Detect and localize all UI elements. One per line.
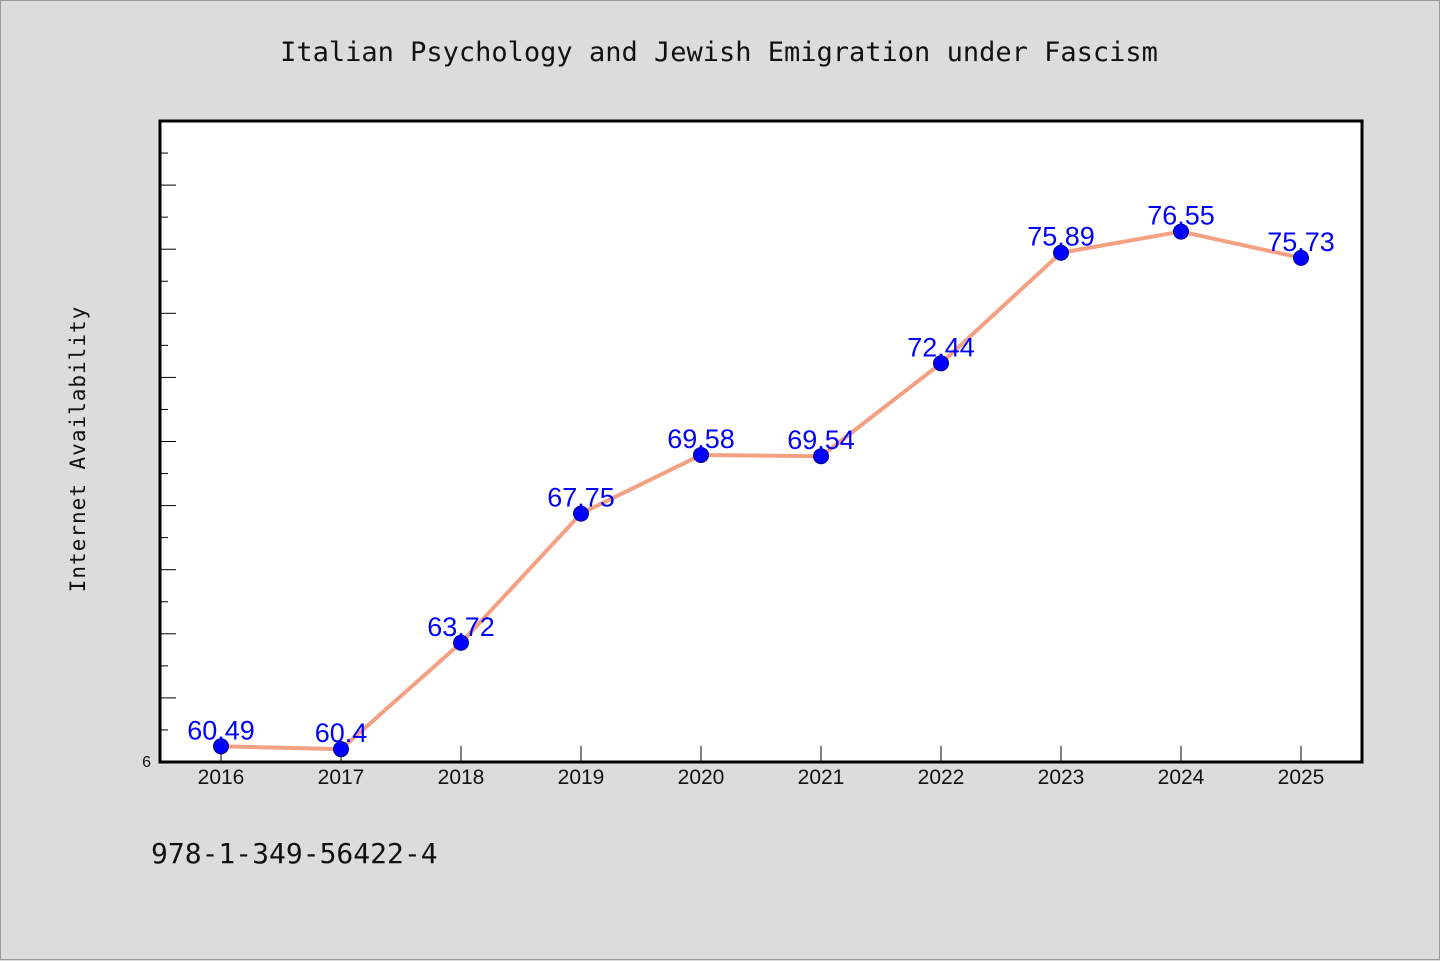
y-tick-label: 6 — [142, 754, 151, 771]
x-tick-label: 2022 — [918, 766, 965, 789]
data-label: 60.4 — [315, 718, 368, 748]
marker-layer — [213, 223, 1309, 758]
data-label: 63.72 — [427, 612, 495, 642]
x-tick-label: 2017 — [318, 766, 365, 789]
data-point-marker — [693, 446, 709, 463]
y-axis-ticks: 6 — [142, 152, 176, 771]
data-label: 76.55 — [1147, 201, 1215, 231]
data-point-marker — [333, 741, 349, 758]
x-tick-label: 2018 — [438, 766, 485, 789]
data-point-marker — [213, 738, 229, 755]
x-tick-label: 2025 — [1278, 766, 1325, 789]
x-tick-label: 2016 — [198, 766, 245, 789]
data-label: 75.89 — [1027, 222, 1095, 252]
series-layer — [219, 229, 1303, 752]
y-axis-label: Internet Availability — [66, 306, 90, 593]
x-tick-label: 2024 — [1158, 766, 1205, 789]
data-label: 60.49 — [187, 715, 255, 745]
x-tick-label: 2021 — [798, 766, 845, 789]
data-point-marker — [1053, 244, 1069, 261]
data-label: 67.75 — [547, 483, 615, 513]
series-line — [219, 229, 1303, 752]
x-tick-label: 2023 — [1038, 766, 1085, 789]
data-label: 69.58 — [667, 424, 735, 454]
data-point-marker — [813, 448, 829, 465]
data-point-marker — [573, 505, 589, 522]
data-point-marker — [453, 634, 469, 651]
chart-title: Italian Psychology and Jewish Emigration… — [280, 37, 1158, 68]
data-point-marker — [933, 355, 949, 372]
data-label: 75.73 — [1267, 227, 1335, 257]
x-tick-label: 2019 — [558, 766, 605, 789]
isbn-footer: 978-1-349-56422-4 — [151, 837, 438, 870]
x-axis-ticks: 2016 2017 2018 2019 2020 2021 2022 2023 2024 2025 — [198, 746, 1325, 789]
x-tick-label: 2020 — [678, 766, 725, 789]
data-label-layer: 60.49 60.4 63.72 67.75 69.58 69.54 72.44 75.89 7… — [187, 201, 1335, 749]
data-point-marker — [1173, 223, 1189, 240]
data-label: 72.44 — [907, 332, 975, 362]
data-label: 69.54 — [787, 425, 855, 455]
data-point-marker — [1293, 249, 1309, 266]
plot-area — [158, 119, 1364, 764]
